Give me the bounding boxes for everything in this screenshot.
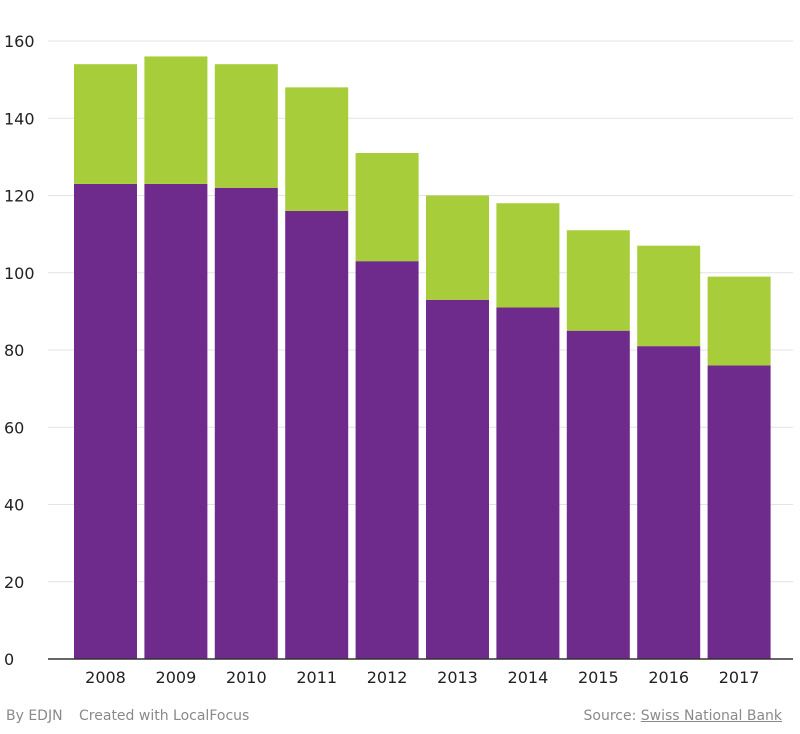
bar-segment-1-2011 [285, 210, 349, 659]
bar-segment-1-2008 [74, 183, 137, 659]
bar-segment-2-2017 [707, 276, 771, 366]
y-tick-label: 40 [4, 496, 24, 515]
y-tick-label: 160 [4, 32, 35, 51]
x-tick-label: 2014 [508, 668, 549, 687]
bar-segment-1-2012 [355, 261, 419, 659]
y-tick-label: 0 [4, 650, 14, 669]
bar-segment-2-2009 [144, 56, 208, 184]
y-tick-label: 20 [4, 573, 24, 592]
footer-source: Source: Swiss National Bank [584, 708, 782, 724]
bar-segment-1-2010 [214, 187, 278, 659]
bar-segment-2-2015 [566, 230, 630, 331]
y-tick-label: 80 [4, 341, 24, 360]
bar-segment-2-2016 [637, 245, 701, 347]
y-tick-label: 120 [4, 187, 35, 206]
bar-segment-1-2013 [426, 299, 489, 659]
x-tick-label: 2012 [367, 668, 408, 687]
bar-segment-2-2012 [355, 153, 419, 262]
y-tick-label: 140 [4, 109, 35, 128]
x-tick-label: 2017 [719, 668, 760, 687]
bar-segment-2-2013 [426, 195, 489, 300]
x-tick-label: 2009 [156, 668, 197, 687]
source-prefix: Source: [583, 708, 637, 724]
created-with: Created with LocalFocus [79, 708, 250, 724]
y-tick-label: 60 [4, 418, 24, 437]
bar-segment-1-2014 [496, 307, 560, 659]
byline: By EDJN [6, 708, 63, 724]
bars [74, 56, 771, 659]
x-tick-label: 2011 [296, 668, 337, 687]
x-tick-label: 2010 [226, 668, 267, 687]
y-axis-ticks: 0 20 40 60 80 100 120 140 160 [4, 32, 35, 669]
bar-segment-2-2014 [496, 203, 560, 308]
bar-segment-1-2017 [707, 365, 771, 659]
bar-segment-2-2008 [74, 64, 137, 184]
footer-credits: By EDJN Created with LocalFocus [6, 708, 261, 724]
bar-segment-1-2016 [637, 346, 701, 659]
x-axis-ticks: 2008 2009 2010 2011 2012 2013 2014 2015 2016 2017 [85, 668, 759, 687]
x-tick-label: 2016 [648, 668, 689, 687]
x-tick-label: 2013 [437, 668, 478, 687]
bar-segment-2-2010 [214, 64, 278, 188]
x-tick-label: 2015 [578, 668, 619, 687]
bar-segment-1-2015 [566, 330, 630, 659]
bar-segment-2-2011 [285, 87, 349, 211]
source-link[interactable]: Swiss National Bank [640, 708, 782, 724]
bar-segment-1-2009 [144, 183, 208, 659]
y-tick-label: 100 [4, 264, 35, 283]
x-tick-label: 2008 [85, 668, 126, 687]
